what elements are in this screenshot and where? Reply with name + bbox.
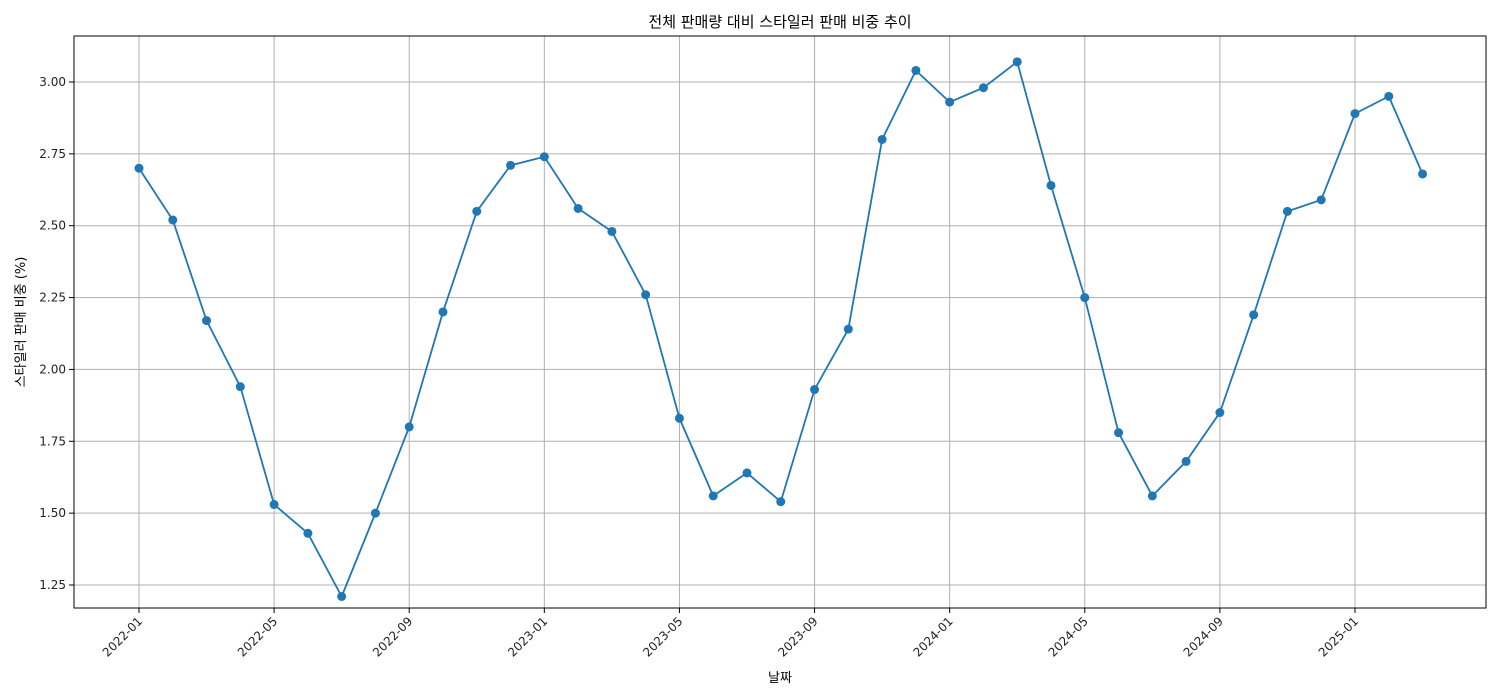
y-tick-label: 1.50 <box>39 506 66 520</box>
data-point <box>506 160 516 170</box>
series-layer <box>134 57 1428 602</box>
data-point <box>337 592 347 602</box>
x-tick-label: 2023-09 <box>775 614 820 659</box>
data-point <box>404 422 414 432</box>
data-point <box>269 500 279 510</box>
y-tick-label: 1.75 <box>39 434 66 448</box>
data-point <box>607 226 617 236</box>
data-point <box>641 290 651 300</box>
x-tick-label: 2024-05 <box>1046 614 1091 659</box>
data-point <box>1215 408 1225 418</box>
data-point <box>472 206 482 216</box>
y-tick-label: 2.00 <box>39 362 66 376</box>
data-point <box>1114 428 1124 438</box>
x-tick-label: 2022-09 <box>370 614 415 659</box>
x-tick-label: 2022-05 <box>235 614 280 659</box>
data-point <box>911 65 921 75</box>
x-axis-label: 날짜 <box>768 671 792 686</box>
data-point <box>1384 91 1394 101</box>
grid <box>74 36 1486 608</box>
y-tick-label: 2.25 <box>39 291 66 305</box>
data-point <box>370 508 380 518</box>
data-point <box>1012 57 1022 67</box>
y-tick-label: 2.75 <box>39 147 66 161</box>
data-point <box>843 324 853 334</box>
data-point <box>235 382 245 392</box>
data-point <box>168 215 178 225</box>
x-tick-label: 2024-01 <box>910 614 955 659</box>
data-point <box>945 97 955 107</box>
data-point <box>134 163 144 173</box>
chart-title: 전체 판매량 대비 스타일러 판매 비중 추이 <box>648 13 911 31</box>
series-line <box>138 60 1424 599</box>
data-point <box>1046 180 1056 190</box>
x-tick-label: 2023-05 <box>640 614 685 659</box>
y-axis-label: 스타일러 판매 비중 (%) <box>14 257 29 388</box>
data-point <box>674 413 684 423</box>
data-point <box>810 385 820 395</box>
plot-area-frame <box>73 35 1487 609</box>
y-tick-label: 2.50 <box>39 219 66 233</box>
data-point <box>776 497 786 507</box>
data-point <box>1181 456 1191 466</box>
data-point <box>573 203 583 213</box>
data-point <box>303 528 313 538</box>
y-tick-label: 1.25 <box>39 578 66 592</box>
data-point <box>539 152 549 162</box>
data-point <box>708 491 718 501</box>
data-point <box>1316 195 1326 205</box>
data-point <box>1282 206 1292 216</box>
x-tick-label: 2025-01 <box>1316 614 1361 659</box>
data-point <box>438 307 448 317</box>
data-point <box>978 83 988 93</box>
data-point <box>1249 310 1259 320</box>
x-tick-label: 2022-01 <box>100 614 145 659</box>
data-point <box>202 316 212 326</box>
data-point <box>1418 169 1428 179</box>
data-point <box>1080 293 1090 303</box>
x-tick-label: 2023-01 <box>505 614 550 659</box>
data-point <box>1350 109 1360 119</box>
data-point <box>877 134 887 144</box>
y-tick-label: 3.00 <box>39 75 66 89</box>
data-point <box>742 468 752 478</box>
x-tick-label: 2024-09 <box>1181 614 1226 659</box>
axis-ticks: 2022-01 2022-05 2022-09 2023-01 2023-05 2023-… <box>39 75 1361 660</box>
data-point <box>1147 491 1157 501</box>
